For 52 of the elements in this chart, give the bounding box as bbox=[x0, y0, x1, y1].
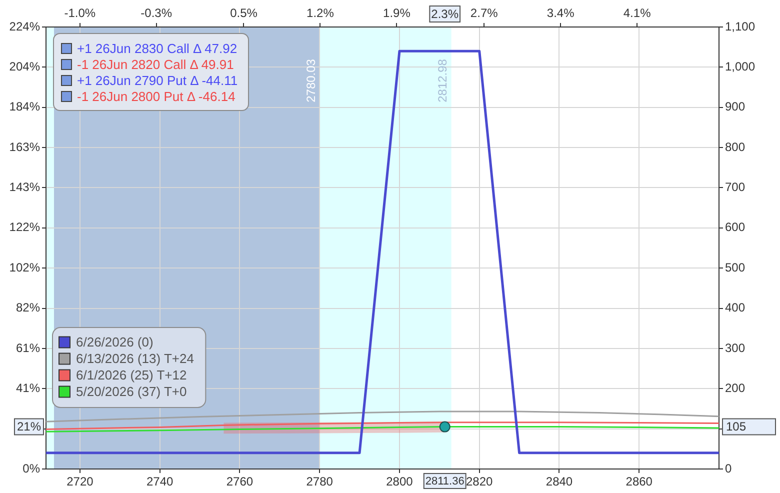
x-tick-label: 2780 bbox=[306, 474, 334, 489]
x-tick-label: 2800 bbox=[386, 474, 414, 489]
x2-tick-label: 4.1% bbox=[623, 6, 652, 20]
y2-tick-label: 1,100 bbox=[725, 19, 756, 34]
x-tick-label: 2840 bbox=[546, 474, 573, 489]
text: 2811.36 bbox=[425, 476, 464, 488]
x2-tick-label: 1.2% bbox=[306, 6, 334, 20]
y-tick-label: 82% bbox=[16, 300, 40, 315]
annotation: +1 26Jun 2790 Put Δ -44.11 bbox=[77, 72, 238, 88]
y-tick-label: 61% bbox=[16, 340, 40, 355]
y2-tick-label: 800 bbox=[725, 140, 746, 154]
x2-tick-label: 3.4% bbox=[546, 6, 575, 20]
legend-label: 6/26/2026 (0) bbox=[76, 334, 154, 350]
y-tick-label: 102% bbox=[9, 260, 40, 274]
legend-label: 5/20/2026 (37) T+0 bbox=[76, 384, 187, 399]
text: 2.3% bbox=[431, 6, 459, 21]
legend-label: 6/1/2026 (25) T+12 bbox=[76, 367, 187, 382]
x2-tick-label: -1.0% bbox=[64, 6, 96, 20]
y-tick-label: 224% bbox=[9, 19, 40, 34]
x-tick-label: 2820 bbox=[466, 474, 494, 489]
y-tick-label: 143% bbox=[9, 180, 40, 194]
y2-tick-label: 900 bbox=[725, 100, 746, 114]
x-tick-label: 2860 bbox=[626, 474, 653, 489]
y-tick-label: 184% bbox=[9, 100, 40, 114]
text: 21% bbox=[16, 420, 42, 434]
y2-tick-label: 600 bbox=[725, 220, 746, 234]
y2-tick-label: 1,000 bbox=[725, 59, 756, 74]
y2-tick-label: 400 bbox=[725, 300, 746, 315]
y2-tick-label: 500 bbox=[725, 260, 746, 274]
x-tick-label: 2720 bbox=[66, 474, 94, 489]
y2-tick-label: 0 bbox=[725, 461, 732, 476]
text: 105 bbox=[726, 420, 746, 434]
band-label: 2780.03 bbox=[304, 58, 318, 102]
x2-tick-label: 2.7% bbox=[470, 6, 498, 20]
x-tick-label: 2740 bbox=[146, 474, 174, 489]
y2-tick-label: 300 bbox=[725, 340, 746, 355]
y-tick-label: 204% bbox=[9, 59, 40, 74]
x2-tick-label: 1.9% bbox=[383, 6, 411, 20]
y-tick-label: 0% bbox=[22, 461, 40, 476]
annotation: -1 26Jun 2820 Call Δ 49.91 bbox=[77, 56, 234, 72]
legend-label: 6/13/2026 (13) T+24 bbox=[76, 350, 194, 366]
x-tick-label: 2760 bbox=[226, 474, 254, 489]
y2-tick-label: 700 bbox=[725, 180, 746, 194]
annotation: -1 26Jun 2800 Put Δ -46.14 bbox=[77, 88, 236, 104]
y-tick-label: 163% bbox=[9, 140, 40, 154]
x2-tick-label: -0.3% bbox=[140, 6, 172, 20]
x2-tick-label: 0.5% bbox=[230, 6, 258, 20]
y2-tick-label: 200 bbox=[725, 380, 746, 395]
y-tick-label: 41% bbox=[16, 380, 40, 395]
annotation: +1 26Jun 2830 Call Δ 47.92 bbox=[77, 40, 238, 56]
band-label: 2812.98 bbox=[436, 58, 450, 102]
y-tick-label: 122% bbox=[9, 220, 40, 234]
